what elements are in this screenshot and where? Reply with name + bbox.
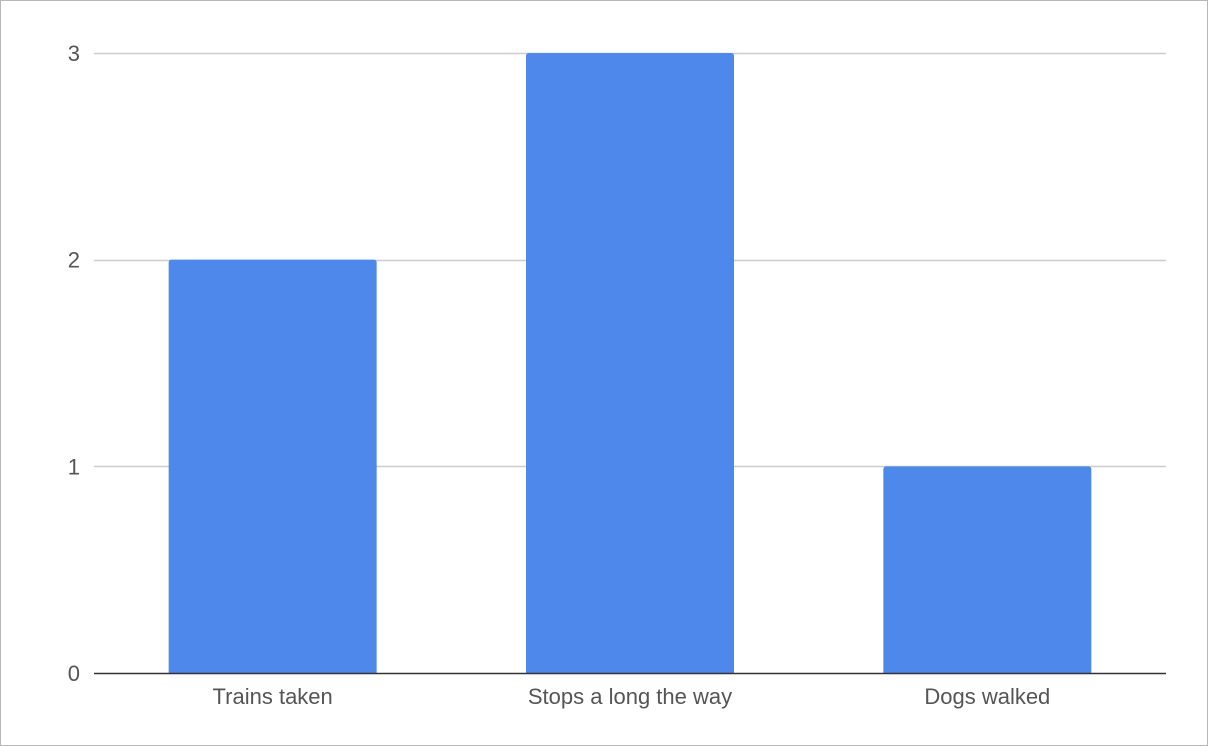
- y-tick-label: 2: [68, 248, 80, 273]
- bar: [526, 53, 734, 673]
- x-category-label: Trains taken: [213, 684, 333, 709]
- y-tick-label: 3: [68, 41, 80, 66]
- x-category-label: Dogs walked: [924, 684, 1050, 709]
- y-tick-label: 0: [68, 661, 80, 686]
- bar: [168, 259, 377, 673]
- y-axis-tick-labels: 0 1 2 3: [68, 41, 80, 686]
- x-category-label: Stops a long the way: [528, 684, 732, 709]
- bar: [883, 466, 1092, 673]
- y-tick-label: 1: [68, 454, 80, 479]
- bars: [168, 53, 1092, 673]
- x-axis-category-labels: Trains taken Stops a long the way Dogs wal…: [213, 684, 1051, 709]
